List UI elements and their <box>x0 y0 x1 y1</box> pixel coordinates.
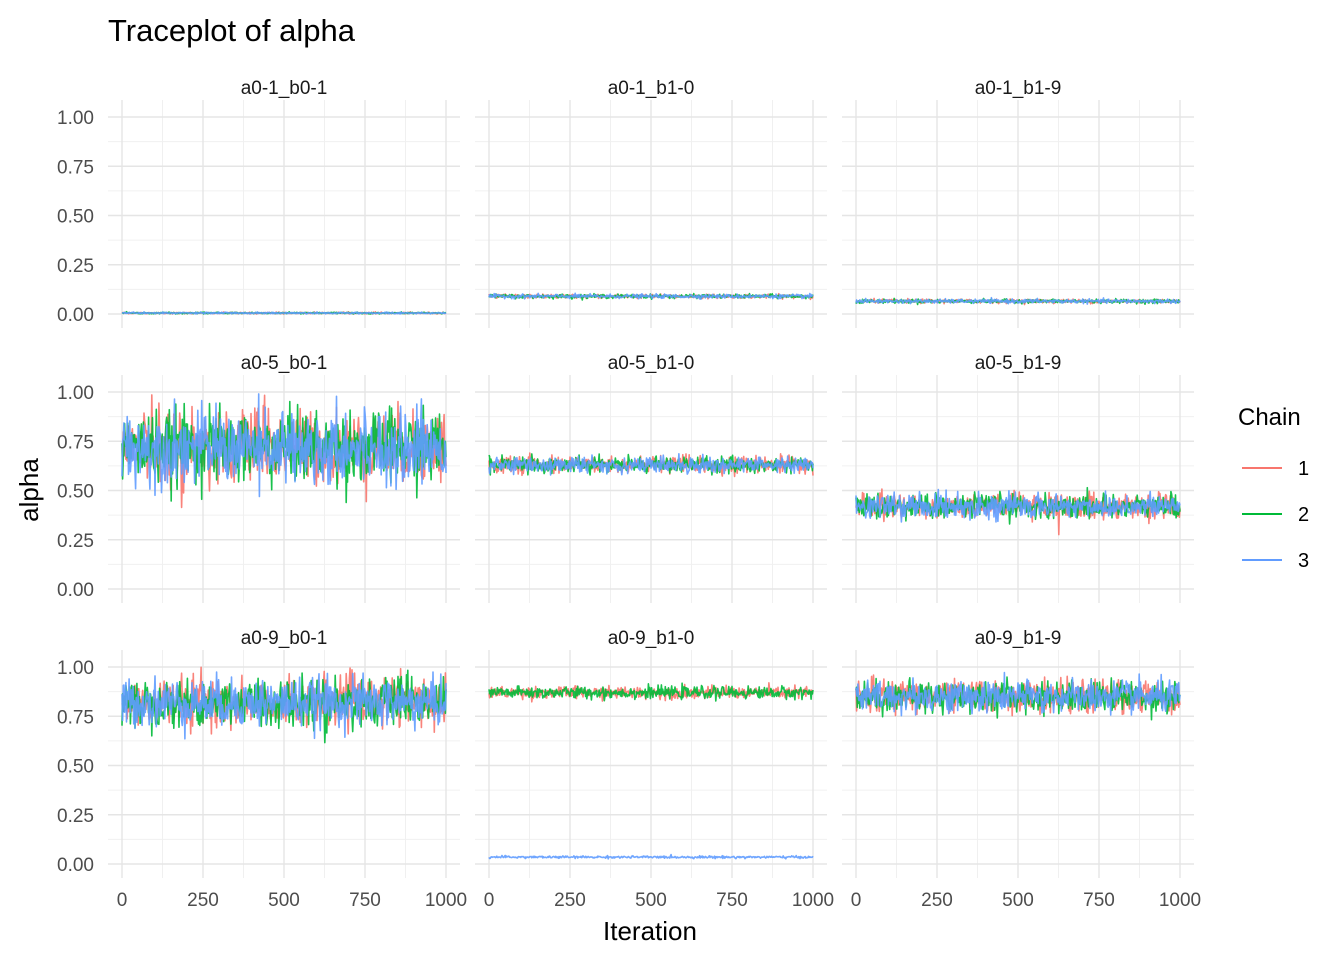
facet-strip-label: a0-5_b1-0 <box>608 353 695 374</box>
x-tick-label: 500 <box>635 890 667 911</box>
y-tick-label: 0.50 <box>57 757 94 778</box>
y-tick-label: 0.00 <box>57 855 94 876</box>
y-tick-label: 0.50 <box>57 482 94 503</box>
facet-panel: a0-9_b1-0 0 250 500 750 1000 <box>475 628 834 911</box>
y-tick-label: 0.75 <box>57 707 94 728</box>
x-tick-label: 0 <box>484 890 495 911</box>
facet-strip-label: a0-9_b1-9 <box>975 628 1062 649</box>
y-tick-label: 0.00 <box>57 305 94 326</box>
facet-panel: a0-1_b1-0 <box>475 78 827 328</box>
chain-3-trace <box>488 292 814 301</box>
x-tick-label: 250 <box>554 890 586 911</box>
facet-strip-label: a0-9_b1-0 <box>608 628 695 649</box>
facet-panel: a0-5_b0-1 0.00 0.25 0.50 0.75 1.00 <box>57 353 460 603</box>
x-tick-label: 1000 <box>1159 890 1201 911</box>
panels-layer: a0-1_b0-1 0.00 0.25 0.50 0.75 1.00 a0-1_b1-0 a0… <box>57 78 1201 911</box>
facet-strip-label: a0-1_b1-9 <box>975 78 1062 99</box>
y-axis-label: alpha <box>14 458 44 522</box>
chart-title: Traceplot of alpha <box>108 13 356 48</box>
facet-strip-label: a0-5_b1-9 <box>975 353 1062 374</box>
x-tick-label: 1000 <box>425 890 467 911</box>
y-tick-label: 0.25 <box>57 806 94 827</box>
y-tick-label: 0.75 <box>57 157 94 178</box>
y-tick-label: 0.50 <box>57 207 94 228</box>
facet-panel: a0-1_b0-1 0.00 0.25 0.50 0.75 1.00 <box>57 78 460 328</box>
x-tick-label: 500 <box>1002 890 1034 911</box>
chain-2-trace <box>855 676 1181 721</box>
y-tick-label: 0.25 <box>57 531 94 552</box>
x-axis-label: Iteration <box>603 916 697 946</box>
facet-panel: a0-5_b1-0 <box>475 353 827 603</box>
chain-3-trace <box>855 296 1181 305</box>
legend-label-1: 1 <box>1298 458 1309 480</box>
chain-2-trace <box>488 682 814 702</box>
x-tick-label: 500 <box>268 890 300 911</box>
facet-panel: a0-1_b1-9 <box>842 78 1194 328</box>
facet-panel: a0-5_b1-9 <box>842 353 1194 603</box>
y-tick-label: 1.00 <box>57 658 94 679</box>
x-tick-label: 750 <box>349 890 381 911</box>
chain-3-trace <box>121 671 447 740</box>
x-tick-label: 0 <box>851 890 862 911</box>
y-tick-label: 0.75 <box>57 432 94 453</box>
legend-title: Chain <box>1238 404 1301 431</box>
facet-panel: a0-9_b1-9 0 250 500 750 1000 <box>842 628 1201 911</box>
chain-3-trace <box>488 853 814 860</box>
x-tick-label: 1000 <box>792 890 834 911</box>
facet-strip-label: a0-1_b0-1 <box>241 78 328 99</box>
chain-3-trace <box>855 488 1181 523</box>
legend: Chain 1 2 3 <box>1238 404 1309 572</box>
chain-3-trace <box>488 452 814 476</box>
facet-strip-label: a0-1_b1-0 <box>608 78 695 99</box>
y-tick-label: 0.25 <box>57 256 94 277</box>
facet-panel: a0-9_b0-1 0.00 0.25 0.50 0.75 1.00 0 250 500 750 1… <box>57 628 467 911</box>
x-tick-label: 0 <box>117 890 128 911</box>
chain-3-trace <box>121 393 447 498</box>
legend-label-3: 3 <box>1298 550 1309 572</box>
x-tick-label: 750 <box>716 890 748 911</box>
x-tick-label: 250 <box>921 890 953 911</box>
facet-strip-label: a0-5_b0-1 <box>241 353 328 374</box>
legend-label-2: 2 <box>1298 504 1309 526</box>
y-tick-label: 1.00 <box>57 108 94 129</box>
chain-3-trace <box>855 671 1181 717</box>
y-tick-label: 1.00 <box>57 383 94 404</box>
x-tick-label: 250 <box>187 890 219 911</box>
facet-strip-label: a0-9_b0-1 <box>241 628 328 649</box>
chain-3-trace <box>121 311 447 315</box>
x-tick-label: 750 <box>1083 890 1115 911</box>
y-tick-label: 0.00 <box>57 580 94 601</box>
